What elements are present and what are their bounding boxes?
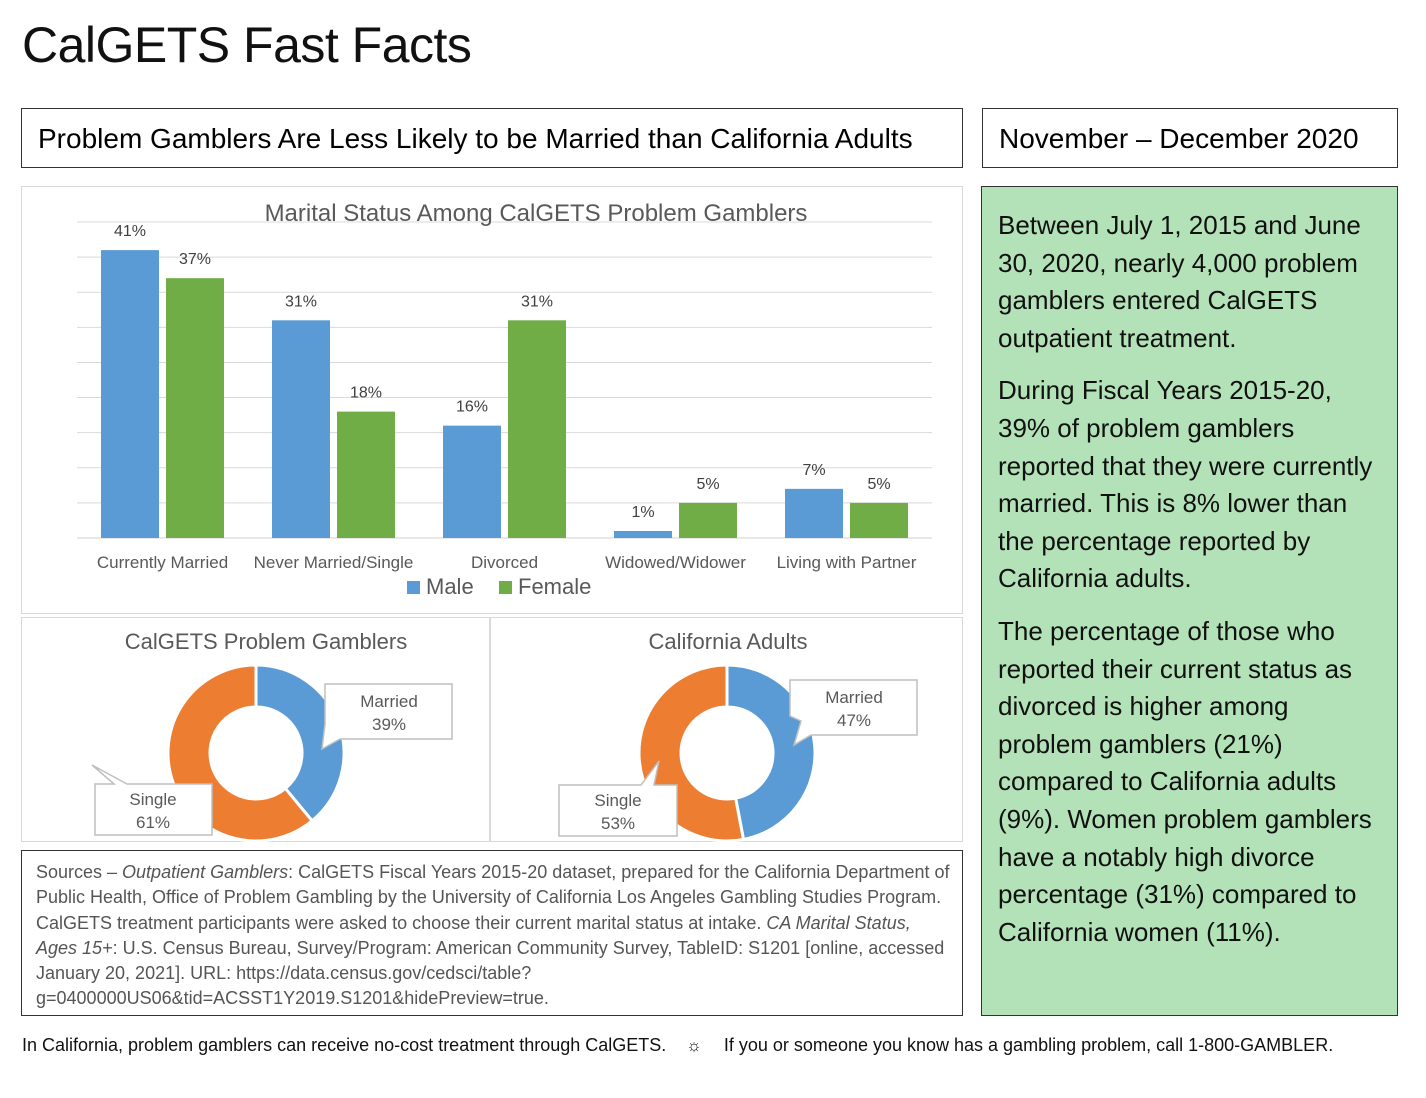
data-label: 37%: [179, 251, 211, 268]
callout-label: Single: [129, 790, 176, 809]
legend-label: Female: [518, 574, 591, 599]
data-label: 41%: [114, 223, 146, 240]
footer-left-text: In California, problem gamblers can rece…: [22, 1035, 667, 1055]
bar-female: [850, 502, 908, 538]
sources-outpatient-text: : CalGETS Fiscal Years 2015-20 dataset, …: [36, 862, 950, 933]
fact-paragraph: Between July 1, 2015 and June 30, 2020, …: [998, 210, 1361, 353]
callout-value: 61%: [136, 813, 170, 832]
callout-box: [91, 764, 213, 836]
chart-title: CalGETS Problem Gamblers: [125, 629, 407, 654]
callout-label: Single: [594, 791, 641, 810]
x-tick-label: Living with Partner: [777, 553, 917, 572]
bar-male: [272, 320, 330, 538]
sources-outpatient-label: Outpatient Gamblers: [122, 862, 289, 882]
data-label: 5%: [867, 476, 890, 493]
legend-swatch: [407, 581, 420, 594]
x-tick-label: Widowed/Widower: [605, 553, 746, 572]
sources-census-text: : U.S. Census Bureau, Survey/Program: Am…: [36, 937, 945, 1009]
fact-paragraph: The percentage of those who reported the…: [998, 615, 1372, 947]
sources-box: Sources – Outpatient Gamblers: CalGETS F…: [21, 850, 963, 1016]
x-tick-label: Divorced: [471, 553, 538, 572]
bar-female: [166, 278, 224, 538]
bar-male: [443, 425, 501, 538]
sun-icon: ☼: [686, 1036, 702, 1055]
sources-prefix: Sources –: [36, 862, 123, 882]
callout-value: 53%: [601, 814, 635, 833]
data-label: 18%: [350, 385, 382, 402]
date-range-box: November – December 2020: [982, 108, 1398, 168]
data-label: 31%: [521, 293, 553, 310]
chart-title: Marital Status Among CalGETS Problem Gam…: [265, 200, 808, 227]
callout-label: Married: [825, 688, 883, 707]
data-label: 16%: [456, 399, 488, 416]
callout-label: Married: [360, 692, 418, 711]
data-label: 31%: [285, 293, 317, 310]
data-label: 7%: [802, 462, 825, 479]
bar-female: [508, 320, 566, 538]
donut-chart-panel-gamblers: CalGETS Problem Gamblers Married 39% Single…: [21, 617, 490, 843]
callout-value: 39%: [372, 715, 406, 734]
footer: In California, problem gamblers can rece…: [22, 1035, 1412, 1056]
fact-paragraph: During Fiscal Years 2015-20, 39% of prob…: [998, 375, 1373, 594]
callout-value: 47%: [837, 711, 871, 730]
callout-box: [321, 683, 453, 751]
x-tick-label: Never Married/Single: [254, 553, 414, 572]
page-title: CalGETS Fast Facts: [22, 17, 472, 73]
key-facts-box: Between July 1, 2015 and June 30, 2020, …: [981, 186, 1398, 1016]
legend-swatch: [499, 581, 512, 594]
headline-text: Problem Gamblers Are Less Likely to be M…: [38, 123, 913, 154]
bar-male: [614, 530, 672, 538]
headline-box: Problem Gamblers Are Less Likely to be M…: [21, 108, 963, 168]
footer-right-text: If you or someone you know has a gamblin…: [723, 1035, 1334, 1055]
donut-chart-panel-adults: California Adults Married 47% Single 53%: [490, 617, 963, 843]
bar-female: [337, 411, 395, 538]
donut-chart-gamblers: CalGETS Problem Gamblers Married 39% Single…: [91, 629, 453, 843]
donut-chart-adults: California Adults Married 47% Single 53%: [558, 629, 918, 843]
chart-title: California Adults: [649, 629, 808, 654]
legend-label: Male: [426, 574, 474, 599]
bar-male: [785, 488, 843, 538]
x-tick-label: Currently Married: [97, 553, 228, 572]
bar-female: [679, 502, 737, 538]
sources-census-label: CA Marital Status, Ages 15+: [36, 912, 911, 958]
data-label: 1%: [631, 504, 654, 521]
callout-box: [789, 679, 918, 747]
bar-chart-panel: Marital Status Among CalGETS Problem Gam…: [21, 186, 963, 614]
date-range-text: November – December 2020: [999, 123, 1359, 154]
bar-chart: Marital Status Among CalGETS Problem Gam…: [77, 200, 932, 599]
data-label: 5%: [696, 476, 719, 493]
donut-slice-married: [254, 663, 346, 823]
callout-box: [558, 760, 678, 837]
bar-male: [101, 250, 159, 538]
